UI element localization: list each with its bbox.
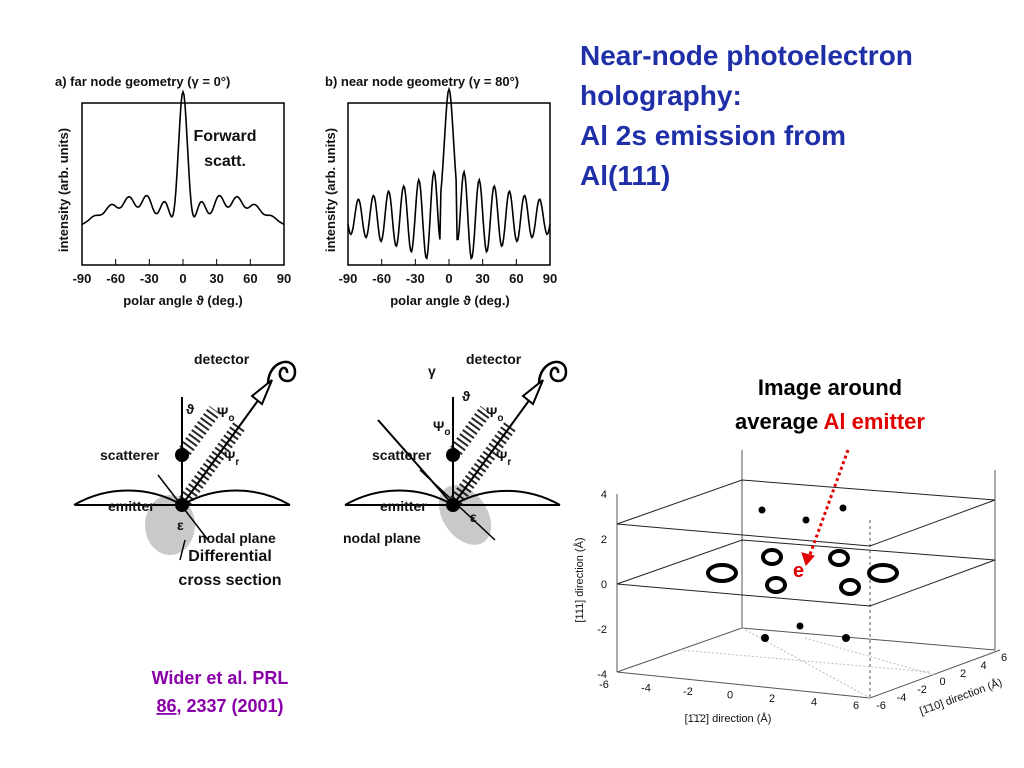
y-tick-label: -2 (917, 684, 927, 696)
label: scatterer (100, 447, 160, 463)
x-tick-label: -30 (406, 271, 425, 286)
z-tick-label: 4 (601, 489, 607, 501)
x-tick-label: -60 (372, 271, 391, 286)
note: cross section (178, 572, 281, 589)
marker: e (793, 560, 804, 582)
label: ε (470, 509, 477, 525)
diagram-b-labels: γ detector ϑ Ψo Ψo scatterer Ψr emitter … (343, 351, 522, 546)
image-caption: average Al emitter (735, 409, 925, 434)
diagram-b (344, 360, 568, 545)
x-label: [1̄1̄2] direction (Å) (685, 712, 772, 725)
y-tick-label: 0 (939, 676, 945, 688)
image-caption: Image around (758, 375, 902, 400)
y-label: [1̄10] direction (Å) (918, 676, 1004, 718)
label: nodal plane (343, 530, 421, 546)
label: ε (177, 517, 184, 533)
curve (81, 89, 285, 226)
y-label: intensity (arb. units) (56, 128, 71, 252)
x-tick-label: 90 (277, 271, 291, 286)
diagram-a-labels: detector ϑ Ψo scatterer Ψr emitter ε nod… (100, 351, 282, 589)
citation: Wider et al. PRL (152, 668, 289, 688)
z-tick-label: 2 (601, 534, 607, 546)
y-tick-label: 2 (960, 668, 966, 680)
x-tick-label: 0 (445, 271, 452, 286)
title-line: Near-node photoelectron (580, 40, 913, 71)
x-label: polar angle ϑ (deg.) (390, 293, 510, 308)
x-tick-label: -60 (106, 271, 125, 286)
x-tick-label: -4 (641, 683, 651, 695)
y-label: intensity (arb. units) (323, 128, 338, 252)
x-tick-label: 60 (243, 271, 257, 286)
x-tick-label: 90 (543, 271, 557, 286)
label: Ψo (217, 404, 234, 424)
note: Differential (188, 548, 272, 565)
title: Near-node photoelectron holography: Al 2… (580, 40, 913, 191)
x-tick-label: 6 (853, 700, 859, 712)
y-tick-label: 6 (1001, 652, 1007, 664)
x-tick-label: -30 (140, 271, 159, 286)
label: Ψo (433, 418, 450, 438)
x-tick-label: 2 (769, 693, 775, 705)
label: Ψr (224, 448, 239, 468)
diagram-a (73, 360, 297, 561)
figure-a: a) far node geometry (γ = 0°) intensity … (55, 74, 291, 308)
x-tick-label: 4 (811, 697, 817, 709)
caption: a) far node geometry (γ = 0°) (55, 74, 230, 89)
label: ϑ (186, 401, 195, 417)
caption: b) near node geometry (γ = 80°) (325, 74, 519, 89)
z-tick-label: 0 (601, 579, 607, 591)
title-line: Al(111) (580, 160, 670, 191)
x-tick-label: -6 (599, 679, 609, 691)
x-tick-label: 0 (727, 690, 733, 702)
label: emitter (380, 498, 427, 514)
annotation: Forward (193, 128, 256, 145)
x-tick-label: -90 (73, 271, 92, 286)
label: ϑ (462, 388, 471, 404)
axes (347, 102, 551, 266)
x-tick-label: -2 (683, 686, 693, 698)
label: scatterer (372, 447, 432, 463)
citation: 86, 2337 (2001) (156, 696, 283, 716)
x-label: polar angle ϑ (deg.) (123, 293, 243, 308)
label: γ (428, 363, 436, 379)
z-tick-label: -4 (597, 669, 607, 681)
y-tick-label: 4 (980, 660, 986, 672)
title-line: holography: (580, 80, 742, 111)
figure-b: b) near node geometry (γ = 80°) intensit… (323, 74, 557, 308)
z-tick-label: -2 (597, 624, 607, 636)
label: Ψr (496, 448, 511, 468)
plot-3d (616, 449, 1001, 699)
label: nodal plane (198, 530, 276, 546)
title-line: Al 2s emission from (580, 120, 846, 151)
y-tick-label: -4 (897, 692, 907, 704)
z-label: [111] direction (Å) (573, 537, 586, 622)
label: detector (194, 351, 250, 367)
label: Ψo (486, 404, 503, 424)
x-tick-label: 30 (475, 271, 489, 286)
annotation: scatt. (204, 153, 246, 170)
curve (347, 86, 551, 260)
x-tick-label: 60 (509, 271, 523, 286)
label: detector (466, 351, 522, 367)
label: emitter (108, 498, 155, 514)
x-tick-label: 30 (209, 271, 223, 286)
x-tick-label: -90 (339, 271, 358, 286)
x-tick-label: 0 (179, 271, 186, 286)
y-tick-label: -6 (876, 700, 886, 712)
